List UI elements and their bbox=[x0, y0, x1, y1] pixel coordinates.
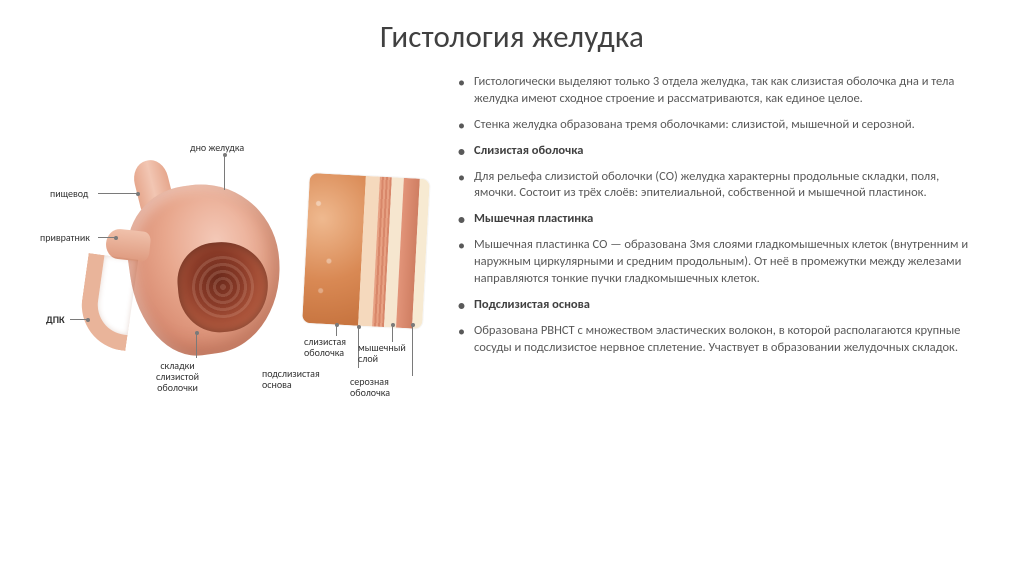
label-mucosa-l2: оболочка bbox=[304, 347, 346, 358]
leader-duodenum bbox=[70, 319, 88, 320]
label-muscular: мышечный слой bbox=[358, 342, 406, 364]
leader-serosa bbox=[412, 324, 413, 376]
label-fundus: дно желудка bbox=[190, 142, 244, 153]
duodenum-shape bbox=[76, 253, 138, 351]
label-mucosal-folds-l3: оболочки bbox=[156, 382, 199, 393]
leader-pylorus bbox=[98, 237, 116, 238]
label-esophagus: пищевод bbox=[50, 188, 88, 199]
label-mucosal-folds: складки слизистой оболочки bbox=[156, 360, 199, 393]
leader-esophagus bbox=[98, 193, 138, 194]
list-item: Образована РВНСТ с множеством эластическ… bbox=[458, 323, 978, 357]
page-title: Гистология желудка bbox=[40, 18, 984, 56]
wall-cross-section bbox=[302, 173, 430, 329]
leader-muscular bbox=[392, 324, 393, 342]
label-serosa-l2: оболочка bbox=[350, 387, 390, 398]
leader-mucosal-folds bbox=[196, 332, 197, 358]
label-submucosa-l2: основа bbox=[262, 379, 320, 390]
list-item: Слизистая оболочка bbox=[458, 143, 978, 160]
label-muscular-l2: слой bbox=[358, 353, 406, 364]
stomach-diagram: пищевод дно желудка привратник ДПК склад… bbox=[40, 124, 440, 424]
label-mucosa: слизистая оболочка bbox=[304, 336, 346, 358]
layer-mucosa-surface bbox=[302, 173, 366, 326]
list-item: Стенка желудка образована тремя оболочка… bbox=[458, 117, 978, 134]
slide: Гистология желудка пищевод дно желудка bbox=[0, 0, 1024, 576]
label-submucosa: подслизистая основа bbox=[262, 368, 320, 390]
list-item: Мышечная пластинка bbox=[458, 211, 978, 228]
list-item: Для рельефа слизистой оболочки (СО) желу… bbox=[458, 169, 978, 203]
label-serosa: серозная оболочка bbox=[350, 376, 390, 398]
text-column: Гистологически выделяют только 3 отдела … bbox=[458, 74, 984, 424]
label-pylorus: привратник bbox=[40, 232, 90, 243]
leader-mucosa bbox=[336, 324, 337, 336]
bullet-list: Гистологически выделяют только 3 отдела … bbox=[458, 74, 978, 356]
list-item: Гистологически выделяют только 3 отдела … bbox=[458, 74, 978, 108]
list-item: Подслизистая основа bbox=[458, 297, 978, 314]
list-item: Мышечная пластинка СО — образована 3мя с… bbox=[458, 237, 978, 288]
leader-fundus bbox=[224, 154, 225, 190]
label-duodenum: ДПК bbox=[46, 314, 65, 325]
content-row: пищевод дно желудка привратник ДПК склад… bbox=[40, 74, 984, 424]
